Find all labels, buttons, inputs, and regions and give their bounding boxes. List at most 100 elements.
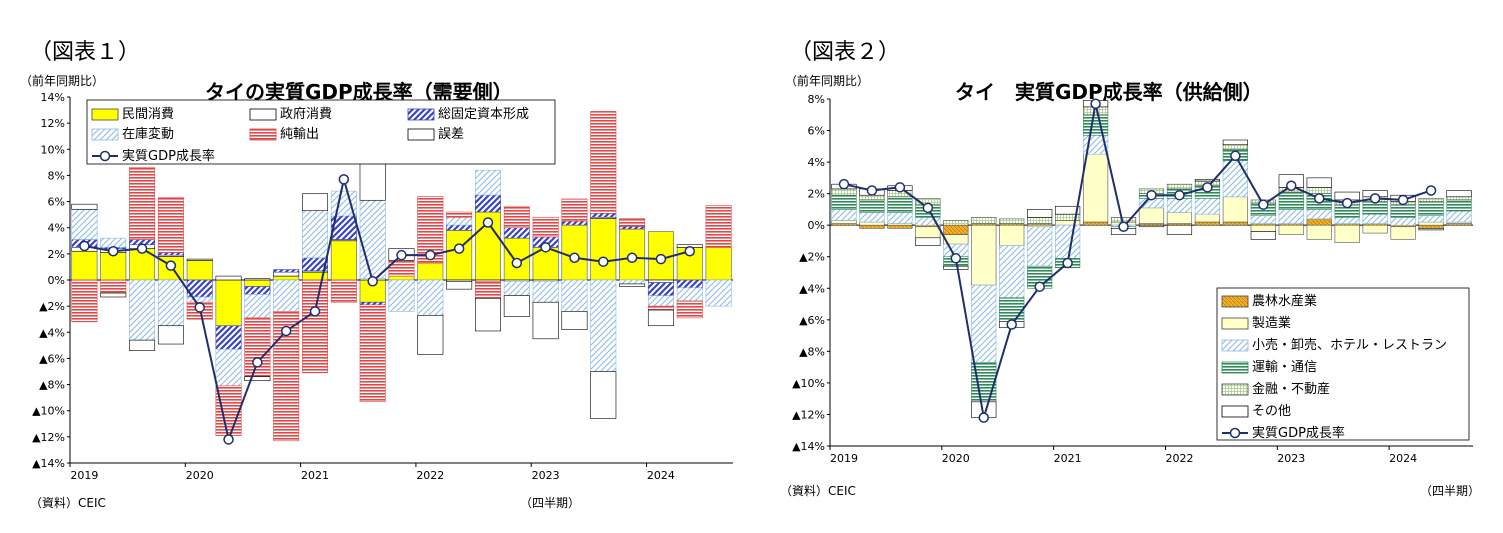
x-year-label: 2023 bbox=[532, 469, 560, 482]
bar-segment bbox=[1055, 224, 1081, 259]
bar-segment bbox=[1446, 210, 1472, 223]
bar-segment bbox=[1446, 190, 1472, 198]
gdp-growth-point bbox=[1174, 189, 1185, 201]
legend-label: 金融・不動産 bbox=[1252, 381, 1330, 397]
bar-segment bbox=[1418, 228, 1444, 231]
gdp-growth-point bbox=[136, 243, 148, 254]
bar-segment bbox=[1166, 183, 1193, 190]
bar-segment bbox=[359, 304, 386, 402]
bar-segment bbox=[1306, 209, 1332, 220]
y-tick-label: ▲12% bbox=[792, 408, 825, 421]
bar-segment bbox=[590, 279, 617, 372]
x-year-label: 2023 bbox=[1277, 452, 1305, 465]
legend-label: 純輸出 bbox=[280, 127, 319, 142]
bar-segment bbox=[1250, 224, 1276, 232]
bar-segment bbox=[1194, 221, 1221, 226]
bar-segment bbox=[1418, 215, 1444, 223]
gdp-growth-point bbox=[1341, 197, 1353, 209]
bar-segment bbox=[503, 206, 530, 229]
gdp-growth-point bbox=[482, 217, 494, 228]
legend-box bbox=[86, 99, 556, 165]
bar-segment bbox=[915, 226, 941, 239]
y-tick-label: 2% bbox=[48, 248, 65, 261]
bar-segment bbox=[215, 275, 242, 281]
gdp-growth-point bbox=[540, 242, 551, 253]
gdp-growth-point bbox=[950, 253, 962, 264]
bar-segment bbox=[244, 317, 271, 378]
gdp-growth-point bbox=[425, 249, 436, 261]
bar-segment bbox=[1194, 213, 1221, 223]
bar-segment bbox=[971, 224, 997, 286]
y-tick-label: 4% bbox=[48, 222, 65, 235]
gdp-growth-point bbox=[1425, 185, 1437, 196]
bar-segment bbox=[359, 301, 386, 306]
y-tick-label: ▲4% bbox=[799, 282, 825, 295]
bar-segment bbox=[244, 294, 271, 319]
y-tick-label: 8% bbox=[48, 169, 65, 182]
y-tick-label: ▲2% bbox=[39, 300, 65, 313]
y-tick-label: ▲6% bbox=[39, 352, 65, 365]
bar-segment bbox=[157, 325, 184, 345]
y-tick-label: ▲14% bbox=[792, 440, 825, 453]
gdp-growth-point bbox=[598, 256, 609, 267]
bar-segment bbox=[503, 281, 530, 296]
legend-swatch bbox=[1221, 339, 1249, 352]
bar-segment bbox=[647, 295, 674, 307]
bar-segment bbox=[859, 221, 885, 226]
bar-segment bbox=[1278, 191, 1304, 210]
gdp-growth-point bbox=[1397, 194, 1409, 206]
gdp-growth-point bbox=[223, 434, 234, 445]
y-tick-label: ▲10% bbox=[32, 405, 65, 418]
bar-segment bbox=[1222, 160, 1248, 198]
gdp-growth-point bbox=[894, 182, 906, 193]
bar-segment bbox=[417, 314, 444, 355]
bar-segment bbox=[999, 224, 1025, 246]
bar-segment bbox=[590, 371, 617, 419]
bar-segment bbox=[157, 197, 184, 253]
x-year-label: 2021 bbox=[1054, 452, 1082, 465]
bar-segment bbox=[157, 279, 184, 327]
gdp-growth-point bbox=[338, 174, 350, 185]
bar-segment bbox=[330, 279, 357, 303]
bar-segment bbox=[71, 279, 98, 323]
bar-segment bbox=[859, 194, 885, 201]
y-tick-label: 8% bbox=[808, 93, 825, 106]
y-tick-label: 4% bbox=[808, 156, 825, 169]
bar-segment bbox=[1250, 231, 1276, 240]
chart2-x-unit: （四半期） bbox=[1420, 484, 1481, 498]
legend-swatch bbox=[1221, 361, 1249, 374]
bar-segment bbox=[446, 281, 473, 290]
bar-segment bbox=[705, 279, 732, 307]
bar-segment bbox=[831, 209, 857, 221]
bar-segment bbox=[1222, 144, 1248, 150]
legend-label: 製造業 bbox=[1252, 315, 1291, 331]
bar-segment bbox=[999, 245, 1025, 299]
bar-segment bbox=[302, 210, 329, 259]
y-tick-label: 14% bbox=[41, 91, 65, 104]
bar-segment bbox=[244, 278, 271, 281]
gdp-growth-point bbox=[684, 245, 696, 257]
bar-segment bbox=[1278, 224, 1304, 235]
bar-segment bbox=[1278, 209, 1304, 224]
gdp-growth-point bbox=[453, 243, 465, 254]
bar-segment bbox=[330, 240, 357, 281]
bar-segment bbox=[1055, 220, 1081, 226]
bar-segment bbox=[1306, 218, 1332, 226]
y-tick-label: 0% bbox=[48, 274, 65, 287]
gdp-growth-point bbox=[280, 325, 292, 337]
bar-segment bbox=[943, 224, 969, 235]
bar-segment bbox=[619, 218, 646, 227]
gdp-growth-point bbox=[1034, 281, 1045, 292]
legend-swatch bbox=[407, 108, 435, 121]
bar-segment bbox=[273, 279, 300, 312]
bar-segment bbox=[100, 292, 127, 298]
bar-segment bbox=[1362, 224, 1388, 234]
bar-segment bbox=[590, 213, 617, 218]
x-year-label: 2020 bbox=[942, 452, 970, 465]
bar-segment bbox=[859, 199, 885, 213]
bar-segment bbox=[1027, 216, 1053, 224]
demand-side-chart: ▲14% ▲12% ▲10% ▲8% ▲6% ▲4% ▲2% 0% 2% 4% 6% 8% 10% 12%… bbox=[32, 91, 733, 482]
gdp-growth-point bbox=[1286, 180, 1297, 191]
y-tick-label: ▲10% bbox=[792, 377, 825, 390]
